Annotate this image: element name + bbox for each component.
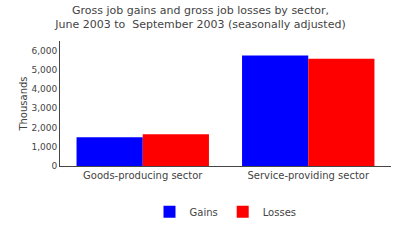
svg-text:1,000: 1,000 — [31, 142, 57, 152]
svg-text:4,000: 4,000 — [31, 84, 57, 94]
svg-text:2,000: 2,000 — [31, 123, 57, 133]
svg-text:Goods-producing sector: Goods-producing sector — [83, 170, 203, 181]
svg-text:Thousands: Thousands — [18, 76, 29, 131]
svg-text:Gains: Gains — [190, 207, 218, 218]
svg-text:6,000: 6,000 — [31, 46, 57, 56]
svg-text:Gross job gains and gross job: Gross job gains and gross job losses by … — [54, 4, 345, 31]
svg-text:Service-providing sector: Service-providing sector — [247, 170, 370, 181]
svg-text:0: 0 — [51, 161, 57, 171]
svg-text:5,000: 5,000 — [31, 65, 57, 75]
svg-text:3,000: 3,000 — [31, 103, 57, 113]
svg-text:Losses: Losses — [263, 207, 296, 218]
